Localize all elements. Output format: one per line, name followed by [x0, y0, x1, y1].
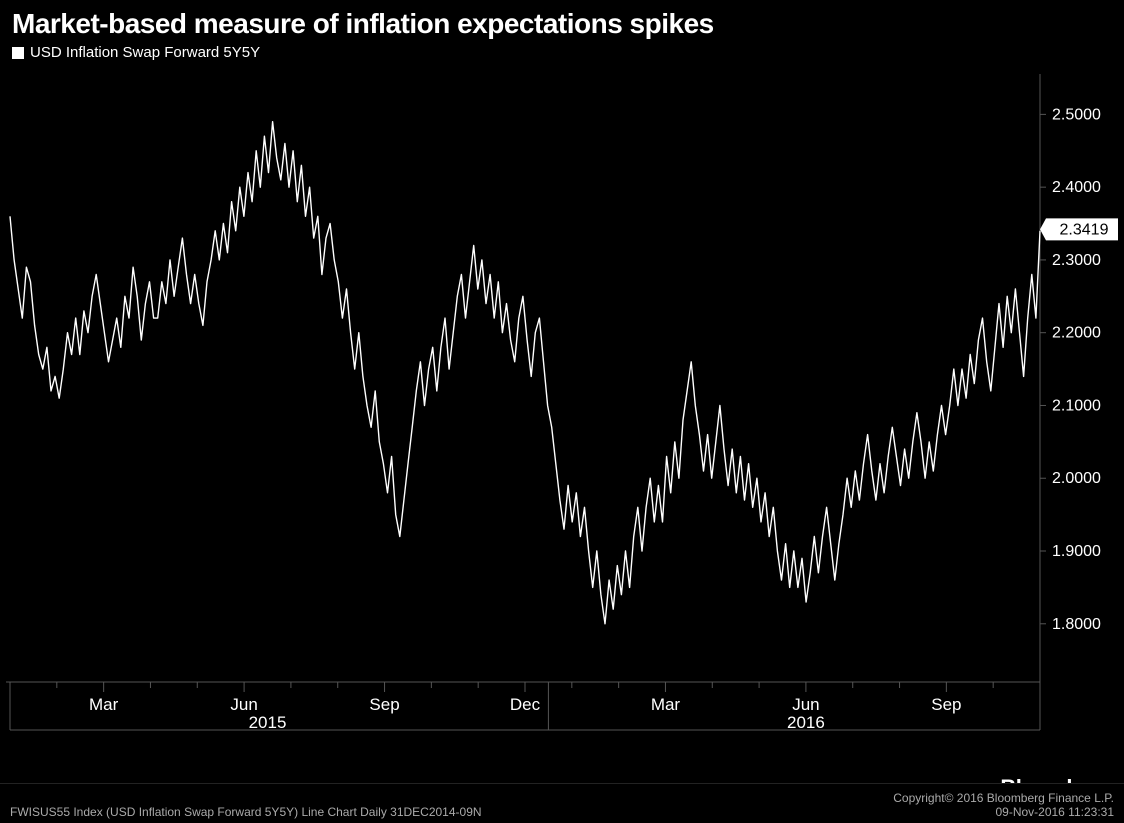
- svg-text:2016: 2016: [787, 713, 825, 732]
- legend-label: USD Inflation Swap Forward 5Y5Y: [30, 44, 260, 61]
- svg-text:2.2000: 2.2000: [1052, 325, 1101, 342]
- svg-text:Dec: Dec: [510, 695, 541, 714]
- svg-text:2.3419: 2.3419: [1060, 221, 1109, 238]
- svg-text:1.9000: 1.9000: [1052, 543, 1101, 560]
- svg-text:Jun: Jun: [230, 695, 257, 714]
- svg-text:2.5000: 2.5000: [1052, 106, 1101, 123]
- chart-area: 1.8000 1.9000 2.0000 2.1000 2.2000 2.3000 2.40…: [0, 72, 1124, 782]
- svg-text:Sep: Sep: [931, 695, 961, 714]
- footer-description: FWISUS55 Index (USD Inflation Swap Forwa…: [10, 805, 893, 819]
- svg-text:2.1000: 2.1000: [1052, 397, 1101, 414]
- svg-text:Jun: Jun: [792, 695, 819, 714]
- footer-copyright: Copyright© 2016 Bloomberg Finance L.P.: [893, 791, 1114, 805]
- chart-title: Market-based measure of inflation expect…: [12, 8, 1112, 40]
- svg-text:Mar: Mar: [651, 695, 681, 714]
- footer: FWISUS55 Index (USD Inflation Swap Forwa…: [0, 783, 1124, 823]
- svg-text:2015: 2015: [249, 713, 287, 732]
- svg-text:2.3000: 2.3000: [1052, 252, 1101, 269]
- svg-text:2.0000: 2.0000: [1052, 470, 1101, 487]
- footer-timestamp: 09-Nov-2016 11:23:31: [995, 805, 1114, 819]
- legend: USD Inflation Swap Forward 5Y5Y: [12, 44, 1112, 61]
- legend-swatch: [12, 47, 24, 59]
- svg-text:Sep: Sep: [369, 695, 399, 714]
- svg-text:2.4000: 2.4000: [1052, 179, 1101, 196]
- svg-text:Mar: Mar: [89, 695, 119, 714]
- svg-text:1.8000: 1.8000: [1052, 616, 1101, 633]
